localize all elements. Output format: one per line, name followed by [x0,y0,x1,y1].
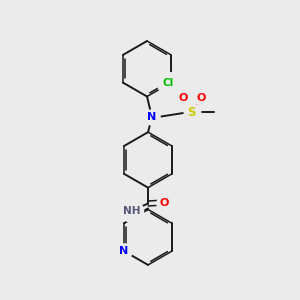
Text: NH: NH [123,206,141,216]
Text: O: O [159,197,169,208]
Text: S: S [188,106,196,119]
Text: Cl: Cl [163,78,174,88]
Text: O: O [179,94,188,103]
Text: O: O [197,94,206,103]
Text: N: N [147,112,157,122]
Text: N: N [119,246,129,256]
